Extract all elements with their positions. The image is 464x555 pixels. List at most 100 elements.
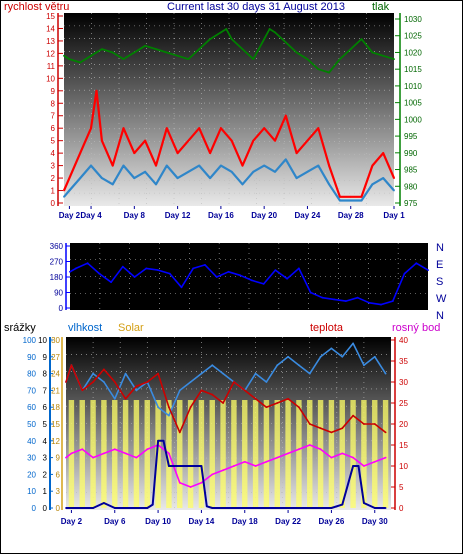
wind-speed-line-point <box>371 164 374 167</box>
pressure-tick-label: 1005 <box>404 99 422 108</box>
wind-gust-line-point <box>349 199 352 202</box>
humidity-line-point <box>363 364 365 367</box>
wind-direction-line-point <box>251 279 253 282</box>
dewpoint-line-point <box>254 465 257 467</box>
temperature-line-point <box>157 372 160 375</box>
wind-direction-line-point <box>86 262 89 265</box>
temperature-tick-label: 25 <box>399 399 408 408</box>
rain-line-point <box>276 507 279 509</box>
solar-band <box>198 400 205 508</box>
rain-line-point <box>178 465 181 467</box>
x-tick-label: Day 30 <box>362 517 388 526</box>
pressure-line-point <box>220 31 222 34</box>
wind-gust-line-point <box>295 177 298 180</box>
temperature-line-point <box>135 385 138 388</box>
humidity-tick-label: 90 <box>27 353 36 362</box>
wind-direction-line-point <box>286 277 288 280</box>
wind-direction-line-point <box>356 296 359 299</box>
rain-line-point <box>205 505 208 508</box>
wind-tick-label: 3 <box>51 162 56 171</box>
wind-gust-line-point <box>393 189 395 192</box>
x-tick-label: Day 6 <box>104 517 126 526</box>
pressure-line-point <box>241 48 244 50</box>
rain-line-point <box>357 465 360 467</box>
rain-line-point <box>308 507 311 509</box>
humidity-tick-label: 20 <box>27 470 36 479</box>
wind-tick-label: 8 <box>51 99 56 108</box>
solar-band <box>274 400 280 508</box>
dewpoint-line-point <box>287 452 289 455</box>
wind-axis-label: rychlost větru <box>4 1 69 13</box>
pressure-line-point <box>371 51 374 54</box>
wind-speed-line-point <box>306 139 309 142</box>
wind-pressure-series <box>62 28 396 202</box>
temperature-line-point <box>363 423 365 425</box>
dewpoint-line-point <box>319 448 322 451</box>
wind-tick-label: 2 <box>51 174 56 183</box>
rain-line-point <box>70 507 73 509</box>
wind-gust-line-point <box>63 195 65 198</box>
humidity-line-point <box>135 389 138 392</box>
pressure-line-point <box>79 61 82 64</box>
wind-gust-line-point <box>198 164 201 167</box>
humidity-line-point <box>384 372 387 375</box>
compass-label: N <box>436 310 444 322</box>
wind-gust-line-point <box>241 183 244 186</box>
rain-tick-label: 9 <box>43 353 48 362</box>
wind-speed-line-point <box>187 139 190 142</box>
rain-tick-label: 5 <box>43 420 48 429</box>
rain-line-point <box>157 439 160 442</box>
wind-gust-line-point <box>317 164 320 167</box>
solar-band <box>133 400 140 508</box>
pressure-line-point <box>225 28 228 30</box>
wind-direction-line-point <box>309 291 312 294</box>
dewpoint-line-point <box>103 452 105 455</box>
temperature-tick-label: 20 <box>399 420 408 429</box>
wind-direction-line-point <box>98 272 101 275</box>
wind-gust-line <box>63 158 395 202</box>
pressure-line-point <box>393 58 395 60</box>
wind-speed-line-point <box>144 139 147 142</box>
wind-tick-label: 10 <box>46 74 55 83</box>
rain-tick-label: 0 <box>43 504 48 513</box>
compass-label: S <box>436 276 443 288</box>
direction-tick-label: 360 <box>50 242 64 251</box>
pressure-line-point <box>68 58 71 60</box>
wind-direction-line-point <box>204 264 206 266</box>
temperature-axis-label: teplota <box>310 322 344 334</box>
rain-line-point <box>135 507 138 509</box>
rain-line-point <box>384 507 387 509</box>
wind-tick-label: 0 <box>51 199 56 208</box>
rain-line-point <box>341 503 344 506</box>
wind-direction-line-point <box>227 270 230 273</box>
temperature-tick-label: 0 <box>399 504 404 513</box>
wind-gust-line-point <box>187 170 190 173</box>
pressure-axis: 975 980 985 990 995 1000 1005 1010 1015 1020 1025 1… <box>395 13 422 208</box>
dewpoint-line-point <box>146 448 149 451</box>
dewpoint-line-point <box>363 465 365 467</box>
temperature-line-point <box>352 414 354 417</box>
wind-speed-line-point <box>220 127 222 130</box>
temperature-tick-label: 40 <box>399 336 408 345</box>
x-tick-label: Day 2 <box>61 517 83 526</box>
temperature-line-point <box>92 381 94 383</box>
dewpoint-line-point <box>65 456 67 459</box>
climate-x-axis: Day 2 Day 6 Day 10 Day 14 Day 18 Day 22 Day 26… <box>61 510 388 526</box>
dewpoint-line-point <box>113 448 116 451</box>
chart-title: Current last 30 days 31 August 2013 <box>167 1 345 13</box>
solar-tick-label: 6 <box>56 470 61 479</box>
wind-gust-line-point <box>155 183 157 186</box>
solar-band <box>296 400 302 508</box>
humidity-line-point <box>298 364 300 367</box>
wind-direction-line-point <box>391 300 394 302</box>
direction-tick-label: 270 <box>50 258 64 267</box>
pressure-line-point <box>263 38 266 40</box>
wind-speed-line-point <box>133 152 136 155</box>
temperature-line-point <box>373 423 376 425</box>
wind-direction-line-point <box>168 272 171 275</box>
wind-speed-line-point <box>317 127 320 130</box>
climate-series <box>65 342 387 509</box>
